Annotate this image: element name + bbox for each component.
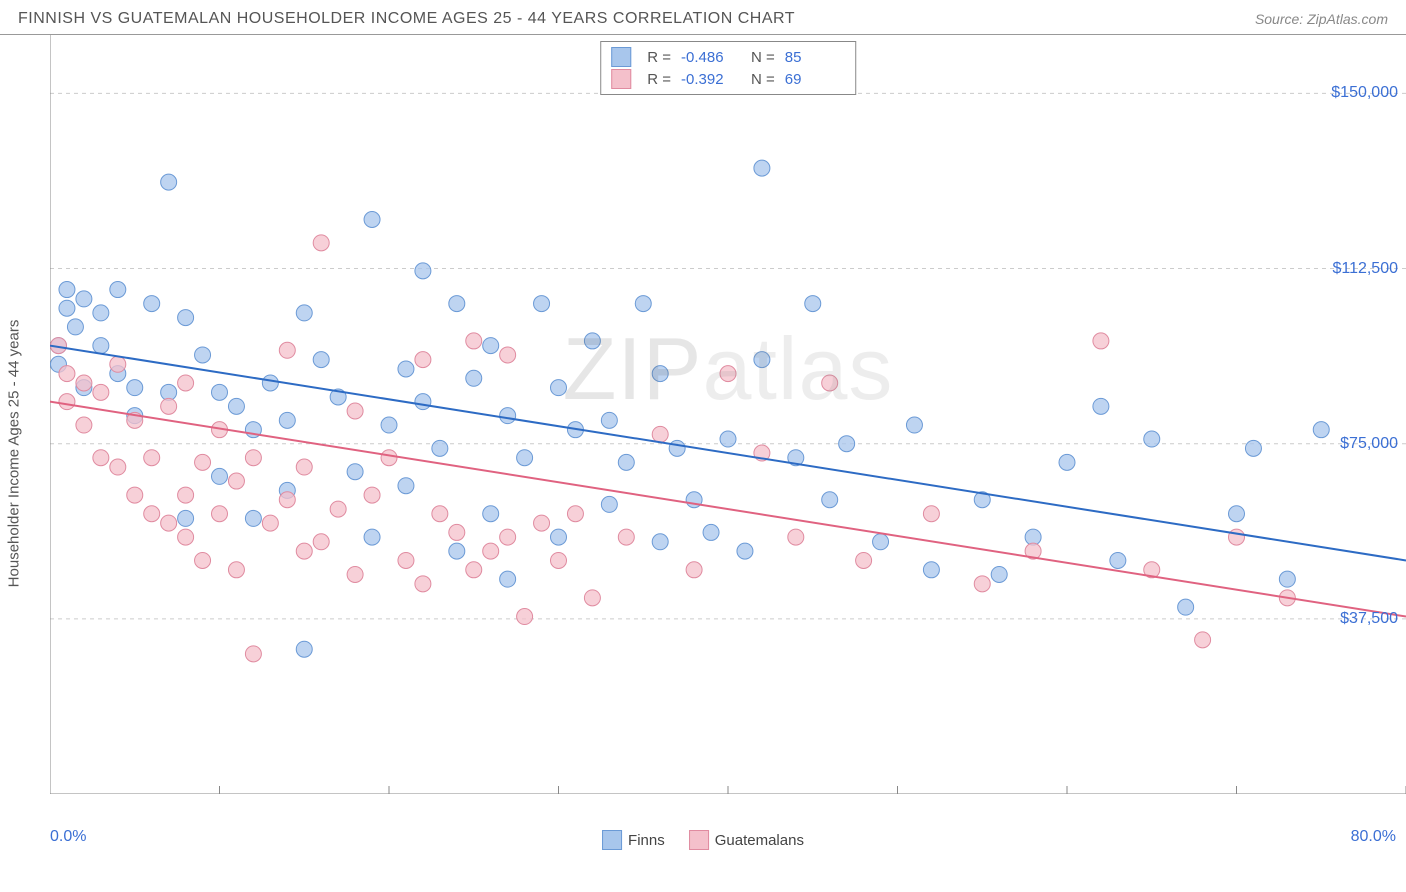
r-label: R = (647, 71, 671, 88)
legend-item-guatemalans: Guatemalans (689, 830, 804, 850)
legend-swatch-guatemalans-icon (611, 69, 631, 89)
chart-area: Householder Income Ages 25 - 44 years R … (0, 34, 1406, 854)
n-value-finns: 85 (785, 49, 845, 66)
r-value-guatemalans: -0.392 (681, 71, 741, 88)
legend-swatch-guatemalans-icon (689, 830, 709, 850)
legend-label-guatemalans: Guatemalans (715, 832, 804, 849)
legend-label-finns: Finns (628, 832, 665, 849)
y-tick-label: $112,500 (1332, 260, 1398, 278)
legend-swatch-finns-icon (611, 47, 631, 67)
correlation-legend: R = -0.486 N = 85 R = -0.392 N = 69 (600, 41, 856, 95)
plot-region: R = -0.486 N = 85 R = -0.392 N = 69 ZIPa… (50, 35, 1406, 794)
legend-item-finns: Finns (602, 830, 665, 850)
source-label: Source: ZipAtlas.com (1255, 11, 1388, 27)
r-label: R = (647, 49, 671, 66)
x-min-label: 0.0% (50, 828, 86, 846)
y-axis-label: Householder Income Ages 25 - 44 years (6, 319, 23, 587)
y-tick-label: $150,000 (1331, 84, 1398, 102)
r-value-finns: -0.486 (681, 49, 741, 66)
n-label: N = (751, 49, 775, 66)
n-value-guatemalans: 69 (785, 71, 845, 88)
n-label: N = (751, 71, 775, 88)
series-legend: Finns Guatemalans (602, 830, 804, 850)
legend-swatch-finns-icon (602, 830, 622, 850)
y-tick-label: $37,500 (1340, 610, 1398, 628)
chart-title: FINNISH VS GUATEMALAN HOUSEHOLDER INCOME… (18, 10, 795, 28)
x-max-label: 80.0% (1351, 828, 1396, 846)
y-tick-label: $75,000 (1340, 435, 1398, 453)
